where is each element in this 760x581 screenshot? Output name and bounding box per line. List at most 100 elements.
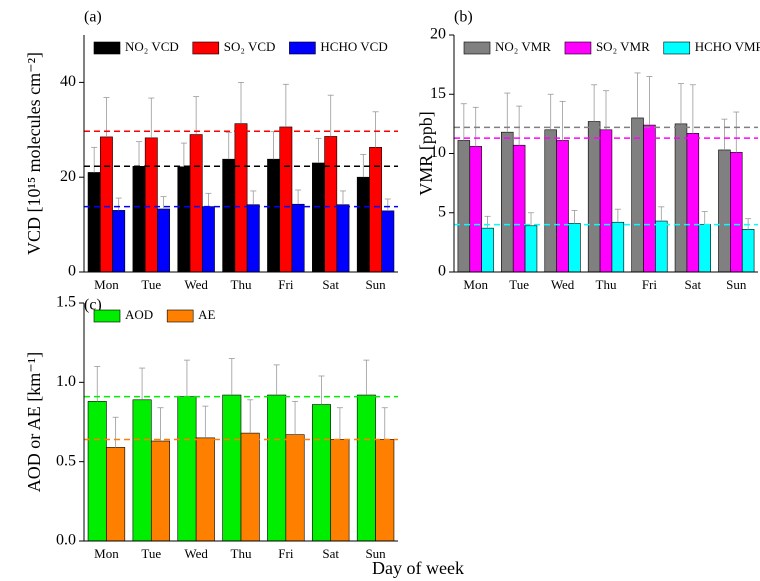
y-tick-label: 20	[60, 168, 76, 185]
legend-label: HCHO VCD	[320, 39, 387, 54]
x-tick-label: Thu	[596, 277, 617, 292]
bar	[375, 439, 395, 542]
bar	[279, 126, 293, 273]
legend-swatch	[93, 41, 121, 55]
x-tick-label: Mon	[94, 546, 119, 561]
x-tick-label: Wed	[184, 277, 208, 292]
bar	[631, 117, 644, 273]
x-tick-label: Sun	[365, 546, 386, 561]
panel-label: (b)	[454, 9, 473, 26]
legend-swatch	[166, 309, 194, 323]
bar	[267, 158, 281, 273]
bar	[132, 165, 146, 273]
y-tick-label: 0	[68, 263, 76, 280]
x-tick-label: Sat	[322, 277, 339, 292]
x-tick-label: Thu	[231, 277, 252, 292]
bar	[556, 140, 569, 273]
legend-label: SO₂ VCD	[224, 39, 276, 54]
x-tick-label: Wed	[184, 546, 208, 561]
legend-label: AOD	[125, 307, 153, 322]
x-tick-label: Sun	[365, 277, 386, 292]
x-tick-label: Wed	[551, 277, 575, 292]
x-tick-label: Tue	[141, 277, 161, 292]
bar	[132, 399, 152, 542]
legend-label: NO₂ VCD	[125, 39, 179, 54]
bar	[285, 434, 305, 542]
legend-swatch	[192, 41, 220, 55]
y-tick-label: 40	[60, 73, 76, 90]
bar	[246, 204, 260, 273]
y-tick-label: 20	[430, 26, 446, 43]
x-tick-label: Mon	[463, 277, 488, 292]
bar	[686, 133, 700, 273]
y-tick-label: 0	[438, 263, 446, 280]
bar	[106, 447, 126, 542]
bar	[524, 225, 538, 273]
x-tick-label: Tue	[509, 277, 529, 292]
x-tick-label: Thu	[231, 546, 252, 561]
legend-swatch	[663, 41, 691, 55]
bar	[457, 140, 471, 273]
bar	[655, 220, 668, 273]
x-axis-label: Day of week	[372, 558, 464, 578]
bar	[291, 203, 305, 273]
bar	[87, 401, 107, 542]
y-tick-label: 10	[430, 144, 446, 161]
x-tick-label: Fri	[278, 546, 294, 561]
bar	[177, 166, 191, 273]
bar	[87, 172, 101, 273]
bar	[501, 131, 514, 273]
bar	[99, 136, 113, 273]
bar	[544, 129, 557, 273]
bar	[730, 152, 743, 273]
bar	[698, 224, 711, 273]
bar	[324, 136, 338, 273]
y-axis-label: AOD or AE [km⁻¹]	[24, 352, 44, 492]
bar	[330, 439, 350, 542]
y-axis-label: VMR [ppb]	[416, 111, 436, 196]
bar	[312, 404, 332, 542]
bar	[718, 149, 731, 273]
bar	[674, 123, 688, 273]
panel-label: (c)	[84, 297, 102, 314]
y-tick-label: 5	[438, 203, 446, 220]
bar	[189, 134, 203, 273]
bar	[469, 146, 482, 273]
legend-swatch	[93, 309, 121, 323]
x-tick-label: Sat	[685, 277, 702, 292]
x-tick-label: Fri	[642, 277, 658, 292]
x-tick-label: Mon	[94, 277, 119, 292]
bar	[157, 208, 170, 273]
bar	[356, 394, 376, 542]
legend-swatch	[564, 41, 592, 55]
y-tick-label: 1.0	[56, 373, 76, 390]
y-tick-label: 0.5	[56, 452, 76, 469]
bar	[240, 432, 260, 542]
bar	[587, 121, 601, 273]
x-tick-label: Sun	[726, 277, 747, 292]
bar	[643, 124, 656, 273]
legend-label: AE	[198, 307, 215, 322]
legend-label: HCHO VMR	[695, 39, 760, 54]
bar	[512, 144, 526, 273]
bar	[312, 162, 325, 273]
panel-label: (a)	[84, 9, 102, 26]
bar	[599, 129, 613, 273]
legend-label: NO₂ VMR	[495, 39, 551, 54]
y-axis-label: VCD [10¹⁵ molecules cm⁻²]	[24, 52, 44, 255]
x-tick-label: Sat	[322, 546, 339, 561]
bar	[222, 394, 242, 542]
x-tick-label: Tue	[141, 546, 161, 561]
bar	[741, 229, 755, 273]
legend-swatch	[289, 41, 316, 55]
bar	[568, 223, 581, 273]
y-tick-label: 15	[430, 85, 446, 102]
bar	[201, 206, 215, 273]
bar	[177, 396, 197, 542]
bar	[381, 210, 395, 273]
bar	[336, 204, 350, 273]
bar	[195, 437, 215, 542]
legend-label: SO₂ VMR	[596, 39, 650, 54]
y-tick-label: 1.5	[56, 294, 76, 311]
